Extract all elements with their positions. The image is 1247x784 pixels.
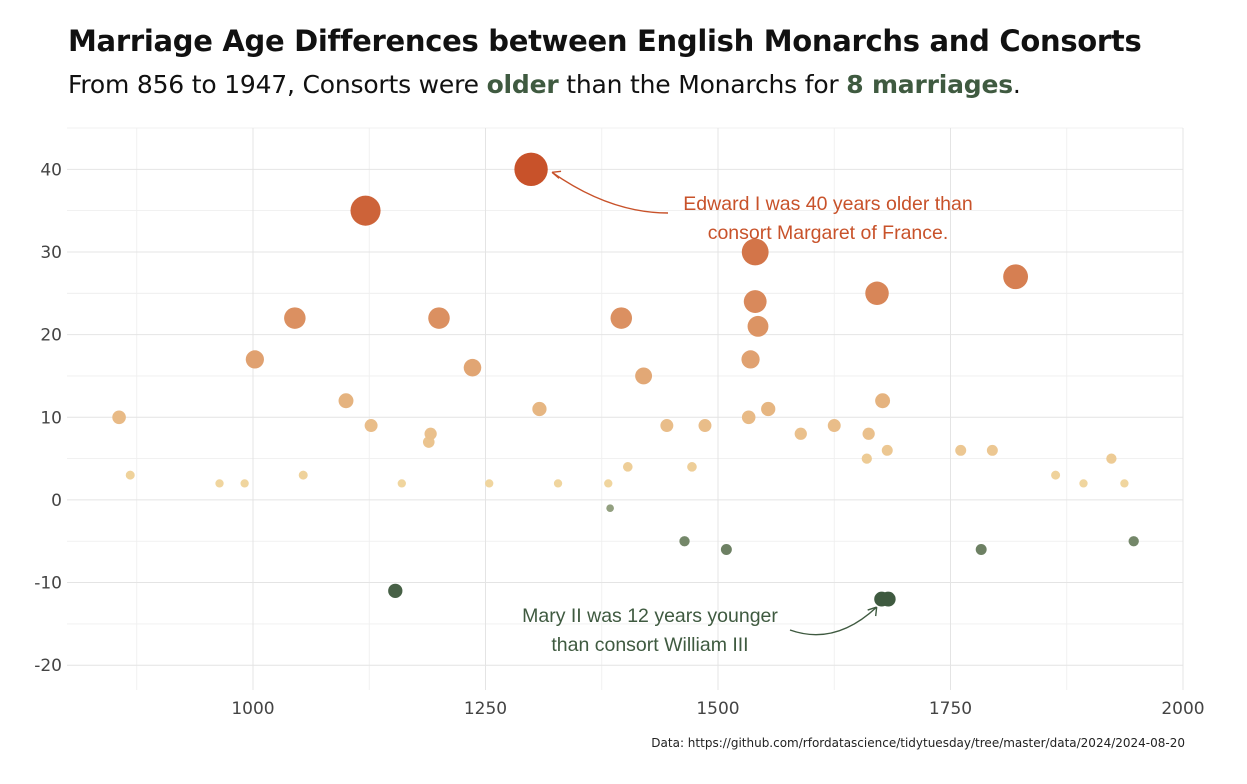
x-tick-label: 1000 [231, 699, 274, 719]
data-point [112, 410, 126, 425]
data-point [338, 393, 354, 409]
y-tick-label: 20 [40, 326, 62, 346]
data-point [741, 410, 756, 425]
y-tick-label: 30 [40, 243, 62, 263]
annotation-edward-arrowhead [551, 170, 562, 179]
x-tick-label: 1250 [464, 699, 507, 719]
data-point [553, 479, 563, 488]
x-tick-label: 1750 [929, 699, 972, 719]
y-tick-label: 10 [40, 408, 62, 428]
data-point [1106, 453, 1117, 464]
data-point [622, 462, 633, 472]
data-point [794, 427, 807, 440]
data-point [861, 453, 872, 464]
data-point [698, 419, 712, 432]
data-point [747, 315, 769, 337]
data-point [660, 419, 674, 432]
data-point [532, 401, 547, 417]
data-point [215, 479, 224, 488]
data-point [245, 350, 264, 369]
data-point [875, 393, 891, 409]
data-point [865, 281, 889, 306]
data-point [679, 536, 690, 547]
y-tick-label: 0 [51, 491, 62, 511]
data-point [1079, 479, 1088, 488]
data-point [388, 583, 403, 598]
annotation-edward-arrow [551, 171, 669, 214]
data-source-caption: Data: https://github.com/rfordatascience… [651, 736, 1185, 750]
data-point [761, 401, 776, 417]
y-tick-label: 40 [40, 160, 62, 180]
annotation-mary-line2: than consort William III [551, 634, 748, 656]
data-point [1128, 536, 1139, 547]
data-point [1003, 264, 1029, 290]
data-point [298, 470, 308, 480]
data-point [687, 462, 697, 472]
data-point [514, 152, 548, 187]
data-point [741, 350, 760, 369]
annotation-mary-line1: Mary II was 12 years younger [522, 605, 778, 627]
data-point [606, 504, 614, 513]
subtitle-part2: than the Monarchs for [558, 70, 847, 99]
data-point [880, 591, 896, 607]
data-point [881, 444, 893, 456]
data-point [350, 195, 381, 226]
data-point [975, 544, 987, 555]
data-point [986, 444, 998, 456]
y-tick-label: -10 [34, 574, 62, 594]
data-point [284, 307, 306, 329]
data-point [485, 479, 494, 488]
data-point [720, 544, 732, 555]
data-point [463, 358, 482, 377]
data-point [1051, 470, 1061, 480]
chart-title: Marriage Age Differences between English… [68, 24, 1142, 58]
x-tick-label: 2000 [1161, 699, 1204, 719]
data-point [955, 444, 967, 456]
y-tick-label: -20 [34, 656, 62, 676]
annotation-edward-line2: consort Margaret of France. [708, 222, 949, 244]
data-point [604, 479, 613, 488]
data-point [428, 307, 450, 329]
data-point [125, 470, 135, 480]
data-point [827, 419, 841, 432]
data-point [1120, 479, 1129, 488]
subtitle-part1: From 856 to 1947, Consorts were [68, 70, 487, 99]
chart-subtitle: From 856 to 1947, Consorts were older th… [68, 70, 1021, 99]
annotation-edward-line1: Edward I was 40 years older than [683, 193, 972, 215]
data-point [610, 307, 633, 329]
data-point [364, 419, 378, 432]
subtitle-highlight-count: 8 marriages [846, 70, 1013, 99]
x-tick-label: 1500 [696, 699, 739, 719]
data-point [635, 367, 653, 385]
annotation-mary-arrow [789, 606, 878, 636]
data-point [397, 479, 406, 488]
data-point [424, 427, 437, 440]
subtitle-part3: . [1012, 70, 1021, 99]
data-point [743, 290, 767, 313]
data-point [741, 238, 769, 266]
data-point [862, 427, 875, 440]
annotation-mary-arrowhead [867, 606, 878, 617]
data-point [240, 479, 249, 488]
subtitle-highlight-older: older [486, 70, 559, 99]
